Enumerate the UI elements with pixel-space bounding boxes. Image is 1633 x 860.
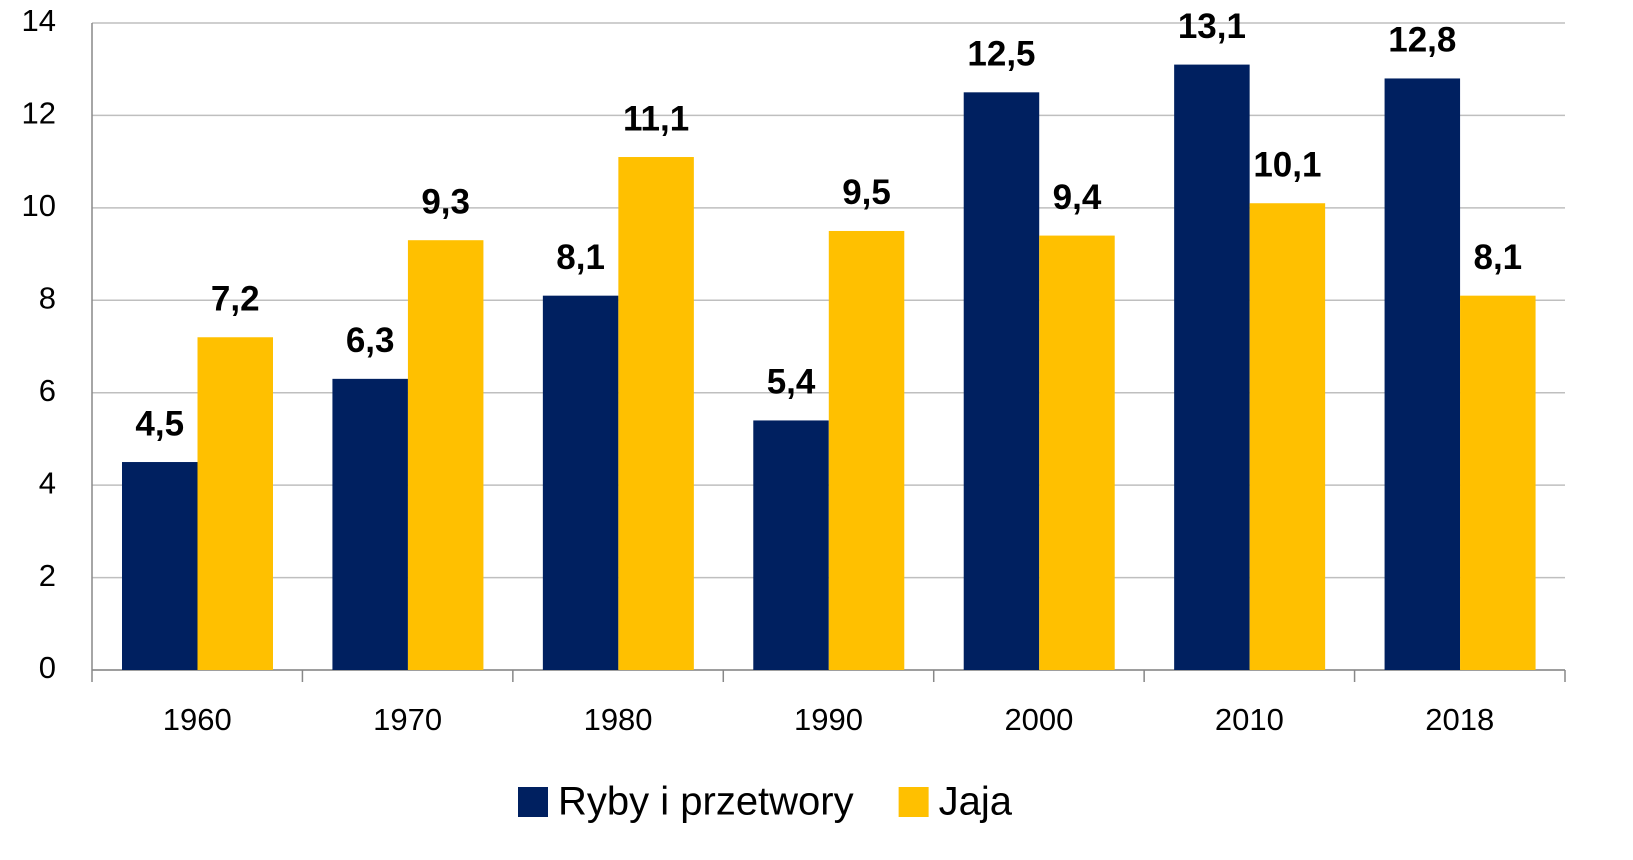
data-label: 12,8 xyxy=(1388,21,1456,60)
y-tick-label: 8 xyxy=(39,280,56,315)
data-label: 7,2 xyxy=(211,280,260,319)
bar xyxy=(542,295,619,670)
bar xyxy=(1460,295,1536,670)
legend-label: Jaja xyxy=(939,780,1013,824)
y-tick-label: 14 xyxy=(22,3,56,38)
x-tick-label: 1960 xyxy=(163,702,232,737)
x-tick-label: 2000 xyxy=(1004,702,1073,737)
y-tick-label: 0 xyxy=(39,650,56,685)
data-label: 10,1 xyxy=(1253,145,1321,184)
bar xyxy=(963,92,1040,671)
bar xyxy=(618,157,694,670)
data-label: 8,1 xyxy=(1473,238,1522,277)
bar xyxy=(122,462,198,670)
data-label: 11,1 xyxy=(623,99,689,138)
bar xyxy=(828,230,905,670)
x-tick-label: 1990 xyxy=(794,702,863,737)
legend-swatch xyxy=(898,787,929,817)
data-label: 4,5 xyxy=(135,404,184,443)
y-tick-label: 10 xyxy=(22,188,56,223)
bar xyxy=(1249,203,1326,670)
bar xyxy=(1174,64,1250,671)
bar xyxy=(753,420,829,670)
x-tick-label: 2018 xyxy=(1425,702,1494,737)
x-tick-label: 2010 xyxy=(1215,702,1284,737)
data-label: 9,4 xyxy=(1053,178,1102,217)
legend-swatch xyxy=(518,787,548,817)
legend-label: Ryby i przetwory xyxy=(558,780,854,824)
data-label: 9,3 xyxy=(421,182,470,221)
data-label: 13,1 xyxy=(1178,7,1246,46)
y-tick-label: 6 xyxy=(39,373,56,408)
x-tick-label: 1980 xyxy=(584,702,653,737)
bar xyxy=(332,378,408,670)
data-label: 12,5 xyxy=(967,35,1035,74)
data-label: 9,5 xyxy=(842,173,891,212)
data-label: 5,4 xyxy=(767,363,816,402)
y-tick-label: 12 xyxy=(22,96,56,131)
bar xyxy=(407,240,484,670)
bar xyxy=(1384,78,1461,670)
data-label: 6,3 xyxy=(346,321,395,360)
y-tick-label: 2 xyxy=(39,558,56,593)
bar xyxy=(1039,235,1115,671)
data-label: 8,1 xyxy=(556,238,605,277)
bar xyxy=(197,337,273,670)
x-tick-label: 1970 xyxy=(373,702,442,737)
y-tick-label: 4 xyxy=(39,465,56,500)
